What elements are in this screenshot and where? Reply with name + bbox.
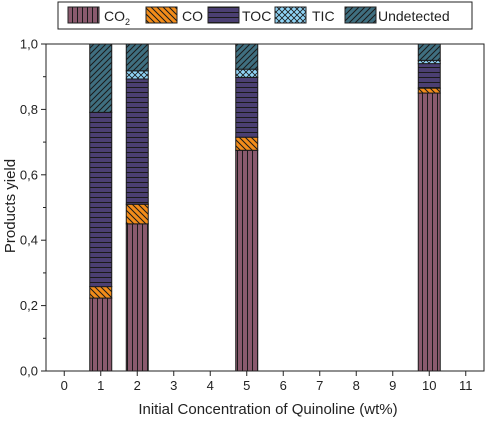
x-tick-label-3: 3 xyxy=(170,378,177,393)
x-tick-label-10: 10 xyxy=(422,378,436,393)
legend-swatch-tic xyxy=(275,7,306,23)
bar-segment-toc-2 xyxy=(126,79,148,204)
bar-segment-tic-2 xyxy=(126,71,148,79)
legend-item-undetected: Undetected xyxy=(345,7,450,24)
x-tick-label-8: 8 xyxy=(353,378,360,393)
bar-segment-co-10 xyxy=(418,88,440,93)
y-tick-label-0: 0,0 xyxy=(20,364,38,379)
x-tick-label-5: 5 xyxy=(243,378,250,393)
y-tick-label-4: 0,8 xyxy=(20,102,38,117)
bar-segment-und-5 xyxy=(236,44,258,69)
x-tick-label-2: 2 xyxy=(134,378,141,393)
bars-layer xyxy=(90,44,441,371)
bar-segment-toc-5 xyxy=(236,77,258,137)
bar-segment-co2-1 xyxy=(90,298,112,371)
bar-segment-toc-10 xyxy=(418,64,440,89)
legend-label-tic: TIC xyxy=(312,8,335,24)
bar-segment-und-10 xyxy=(418,44,440,60)
bar-segment-co2-5 xyxy=(236,150,258,371)
bar-segment-toc-1 xyxy=(90,112,112,286)
bar-segment-co-1 xyxy=(90,287,112,298)
legend-label-undetected: Undetected xyxy=(378,8,450,24)
legend-item-tic: TIC xyxy=(275,7,335,24)
y-tick-label-1: 0,2 xyxy=(20,298,38,313)
y-tick-label-2: 0,4 xyxy=(20,233,38,248)
legend-label-toc: TOC xyxy=(242,8,271,24)
y-axis-title: Products yield xyxy=(2,159,19,253)
bar-segment-co2-2 xyxy=(126,224,148,371)
bar-segment-tic-5 xyxy=(236,69,258,77)
legend-swatch-toc xyxy=(208,7,239,23)
bar-segment-co-2 xyxy=(126,204,148,224)
legend: CO2 CO TOC TIC Undetected xyxy=(58,2,472,29)
x-tick-label-11: 11 xyxy=(459,378,473,393)
bar-segment-und-1 xyxy=(90,44,112,112)
bar-segment-und-2 xyxy=(126,44,148,71)
legend-swatch-co xyxy=(146,7,177,23)
y-tick-label-3: 0,6 xyxy=(20,167,38,182)
x-tick-label-9: 9 xyxy=(389,378,396,393)
x-tick-label-7: 7 xyxy=(316,378,323,393)
legend-swatch-undetected xyxy=(345,7,376,23)
legend-label-co: CO xyxy=(182,8,203,24)
legend-item-co: CO xyxy=(146,7,203,24)
x-tick-label-4: 4 xyxy=(207,378,214,393)
x-axis-title: Initial Concentration of Quinoline (wt%) xyxy=(138,401,397,418)
bar-segment-co2-10 xyxy=(418,93,440,371)
x-tick-label-0: 0 xyxy=(61,378,68,393)
legend-swatch-co2 xyxy=(68,7,99,23)
x-tick-label-1: 1 xyxy=(97,378,104,393)
x-tick-label-6: 6 xyxy=(280,378,287,393)
y-tick-label-5: 1,0 xyxy=(20,37,38,52)
bar-segment-co-5 xyxy=(236,137,258,150)
